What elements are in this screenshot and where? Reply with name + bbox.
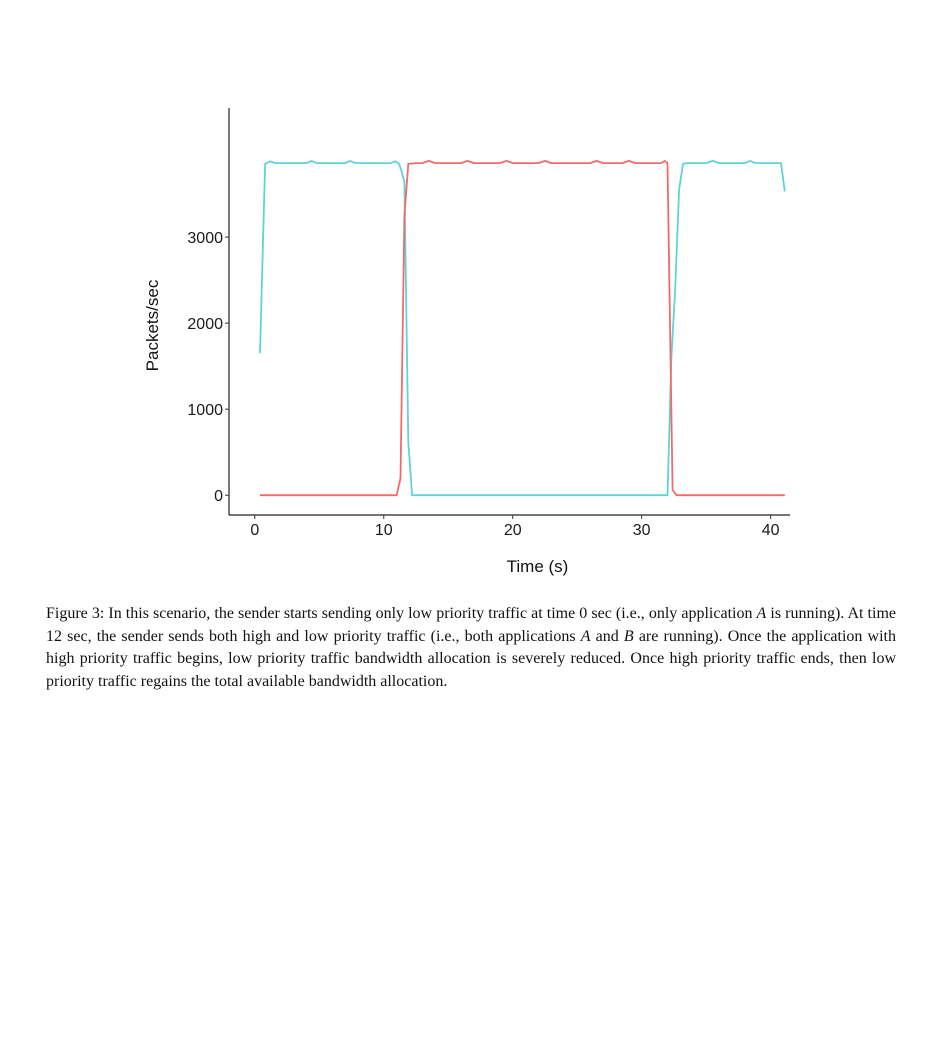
x-tick-label: 40	[762, 522, 780, 539]
series-line-1	[259, 159, 786, 497]
caption-app-a: A	[756, 605, 767, 622]
x-tick-label: 0	[250, 522, 259, 539]
caption-text-1: Figure 3: In this scenario, the sender s…	[46, 605, 757, 622]
y-axis-title: Packets/sec	[143, 279, 162, 371]
caption-app-a-2: A	[580, 627, 591, 645]
x-tick-label: 30	[633, 522, 651, 539]
figure: 0 1000 2000 3000 0 10 20 30 40 Time (s) Packets/…	[143, 108, 790, 576]
caption-text-4: are running). Once the application with …	[46, 627, 897, 690]
caption-text-2: is running). At time 12 sec, the sender …	[46, 605, 896, 645]
x-tick-label: 20	[504, 522, 522, 539]
y-tick-label: 3000	[187, 230, 223, 247]
series-line-2	[260, 159, 785, 497]
x-tick-label: 10	[375, 522, 393, 539]
figure-caption: Figure 3: In this scenario, the sender s…	[46, 603, 896, 693]
y-tick-label: 2000	[187, 316, 223, 333]
chart: 0 1000 2000 3000 0 10 20 30 40 Time (s) Packets/…	[143, 108, 790, 576]
y-tick-label: 1000	[187, 402, 223, 419]
x-axis-title: Time (s)	[507, 557, 569, 576]
caption-app-b: B	[623, 627, 634, 645]
series-layer	[259, 159, 786, 497]
y-tick-label: 0	[214, 488, 223, 505]
caption-text-3: and	[590, 627, 624, 645]
axes: 0 1000 2000 3000 0 10 20 30 40	[187, 108, 790, 539]
